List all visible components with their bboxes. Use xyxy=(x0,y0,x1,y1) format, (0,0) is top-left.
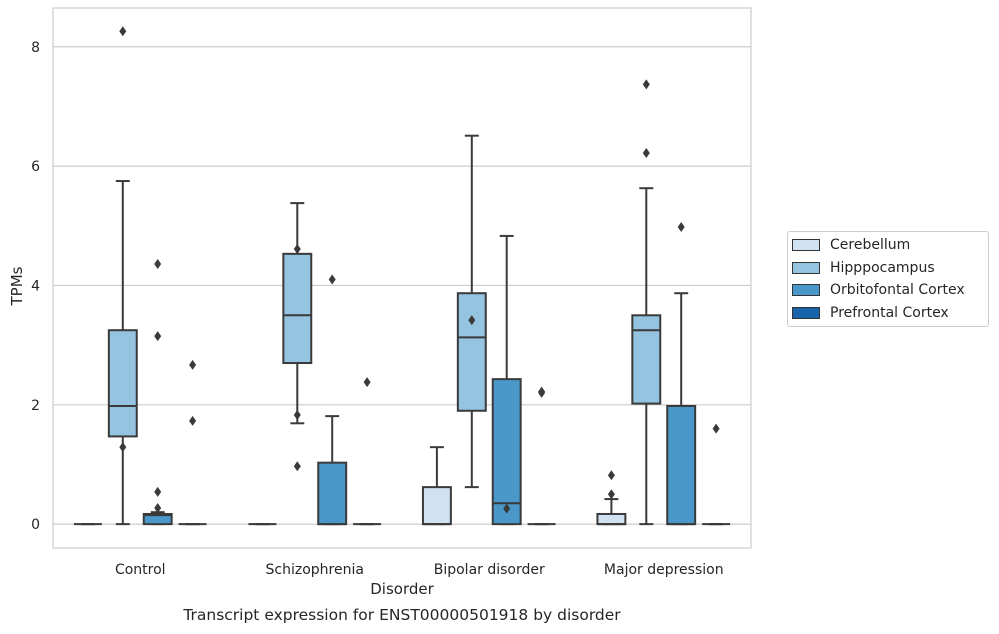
box xyxy=(317,461,348,526)
legend-swatch xyxy=(792,284,820,296)
box-plot xyxy=(107,180,138,526)
y-axis-label: TPMs xyxy=(8,266,26,306)
outlier-point xyxy=(293,461,301,472)
legend-item-cerebellum: Cerebellum xyxy=(792,235,910,255)
x-tick-label: Schizophrenia xyxy=(266,562,364,578)
outlier-point xyxy=(677,221,685,232)
legend-item-hippocampus: Hipppocampus xyxy=(792,258,935,278)
y-tick-label: 0 xyxy=(31,517,40,533)
box-plot xyxy=(282,202,313,425)
chart-title: Transcript expression for ENST0000050191… xyxy=(183,606,621,624)
legend-swatch xyxy=(792,307,820,319)
legend-label: Orbitofontal Cortex xyxy=(830,282,965,298)
outlier-points xyxy=(119,26,720,514)
outlier-point xyxy=(154,258,162,269)
outlier-point xyxy=(328,274,336,285)
box-plot xyxy=(142,511,173,526)
legend-label: Hipppocampus xyxy=(830,260,935,276)
outlier-point xyxy=(154,486,162,497)
legend-label: Cerebellum xyxy=(830,237,911,253)
outlier-point xyxy=(607,470,615,481)
outlier-point xyxy=(712,423,720,434)
box-plot xyxy=(631,187,662,526)
box-plot xyxy=(491,234,522,526)
legend: Cerebellum Hipppocampus Orbitofontal Cor… xyxy=(787,231,989,327)
legend-item-prefrontal-cortex: Prefrontal Cortex xyxy=(792,303,949,323)
box-plot xyxy=(456,134,487,489)
outlier-point xyxy=(363,377,371,388)
box-plot xyxy=(666,292,697,526)
outlier-point xyxy=(607,489,615,500)
outlier-point xyxy=(642,79,650,90)
box-plot xyxy=(317,415,348,526)
legend-item-orbitofrontal-cortex: Orbitofontal Cortex xyxy=(792,280,965,300)
outlier-point xyxy=(293,244,301,255)
box-plots xyxy=(73,134,731,526)
box xyxy=(491,378,522,526)
legend-swatch xyxy=(792,262,820,274)
box-plot xyxy=(421,446,452,526)
outlier-point xyxy=(538,386,546,397)
outlier-point xyxy=(189,415,197,426)
y-tick-label: 8 xyxy=(31,40,40,56)
plot-frame xyxy=(52,7,752,549)
y-tick-label: 4 xyxy=(31,278,40,294)
box xyxy=(107,329,138,438)
y-tick-label: 2 xyxy=(31,398,40,414)
x-tick-label: Major depression xyxy=(604,562,724,578)
box xyxy=(456,292,487,412)
box-plot xyxy=(596,498,627,526)
x-tick-labels: Control Schizophrenia Bipolar disorder Majo… xyxy=(115,562,724,578)
x-tick-label: Control xyxy=(115,562,166,578)
outlier-point xyxy=(189,359,197,370)
legend-label: Prefrontal Cortex xyxy=(830,305,949,321)
x-tick-label: Bipolar disorder xyxy=(434,562,545,578)
y-tick-label: 6 xyxy=(31,159,40,175)
outlier-point xyxy=(503,503,511,514)
box xyxy=(282,252,313,365)
grid-lines xyxy=(53,46,751,525)
outlier-point xyxy=(154,503,162,514)
outlier-point xyxy=(119,26,127,37)
x-axis-label: Disorder xyxy=(370,580,434,598)
box xyxy=(421,486,452,526)
box xyxy=(596,512,627,526)
outlier-point xyxy=(154,331,162,342)
y-tick-labels: 0 2 4 6 8 xyxy=(31,40,40,533)
box xyxy=(142,512,173,526)
box xyxy=(666,404,697,526)
legend-swatch xyxy=(792,239,820,251)
outlier-point xyxy=(642,147,650,158)
outlier-point xyxy=(293,409,301,420)
outlier-point xyxy=(468,315,476,326)
box xyxy=(631,314,662,405)
outlier-point xyxy=(119,442,127,453)
